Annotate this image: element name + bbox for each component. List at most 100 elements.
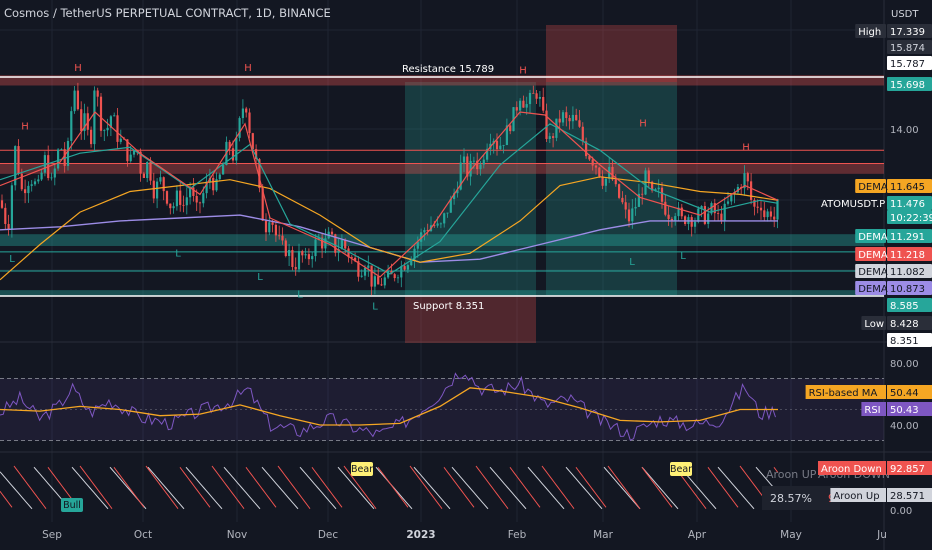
- aroon-up-line: [0, 466, 779, 510]
- candle-body: [601, 176, 604, 186]
- candle-body: [631, 208, 634, 222]
- aroon-label-name: Aroon Up: [833, 491, 879, 502]
- price-tag-value: 17.339: [890, 27, 925, 38]
- candle-body: [60, 149, 63, 150]
- x-axis-tick: Apr: [688, 529, 707, 541]
- pivot-high-marker: H: [742, 142, 750, 153]
- price-tag-label-bg: [855, 179, 886, 193]
- candle-body: [387, 271, 390, 278]
- rsi-ma-line: [0, 387, 778, 426]
- candle-body: [528, 92, 532, 105]
- candle-body: [142, 173, 145, 179]
- candle-body: [228, 141, 231, 149]
- candle-body: [700, 206, 703, 209]
- candle-body: [571, 114, 574, 122]
- price-tag-label: DEMA: [858, 232, 888, 243]
- candle-body: [129, 154, 132, 162]
- candle-body: [456, 189, 459, 194]
- resistance-label: Resistance 15.789: [402, 64, 494, 75]
- price-tag-bg: [887, 24, 932, 38]
- aroon-value: 28.571: [890, 491, 925, 502]
- aroon-value: 92.857: [890, 464, 925, 475]
- candle-body: [558, 118, 561, 123]
- rsi-label-bg: [805, 385, 886, 399]
- candle-body: [248, 112, 251, 134]
- candle-body: [109, 116, 112, 128]
- rsi-value-bg: [887, 402, 932, 416]
- chart-title: Cosmos / TetherUS PERPETUAL CONTRACT, 1D…: [4, 6, 331, 20]
- candle-body: [311, 256, 314, 260]
- candle-body: [7, 223, 10, 230]
- candle-body: [330, 231, 334, 235]
- candle-body: [334, 234, 337, 253]
- candle-body: [509, 125, 512, 132]
- candle-body: [152, 180, 155, 199]
- candle-body: [647, 170, 650, 182]
- candle-body: [261, 188, 264, 221]
- rsi-axis-tick: 40.00: [890, 421, 919, 432]
- candle-body: [561, 112, 565, 123]
- price-tag-label-bg: [855, 229, 886, 243]
- aroon-up-legend-title: Aroon UP: [766, 468, 817, 481]
- candle-body: [175, 190, 178, 207]
- bear-signal-tag: [670, 462, 692, 476]
- candle-body: [377, 276, 380, 285]
- candle-body: [651, 181, 654, 191]
- rsi-value-bg: [887, 385, 932, 399]
- candle-body: [588, 156, 591, 160]
- candle-body: [24, 189, 27, 194]
- candle-body: [50, 177, 53, 179]
- candle-body: [525, 104, 528, 108]
- candle-body: [245, 108, 248, 113]
- candle-body: [690, 217, 693, 227]
- price-tag-label: DEMA: [858, 250, 888, 261]
- x-axis-tick: Sep: [42, 529, 62, 541]
- short-position-loss-zone: [546, 25, 677, 82]
- candle-body: [363, 267, 367, 276]
- candle-body: [720, 213, 723, 222]
- bull-signal-tag: [61, 498, 83, 512]
- candle-body: [568, 117, 571, 122]
- candle-body: [462, 156, 466, 163]
- price-tag-label-bg: [855, 281, 886, 295]
- price-tag-value: 11.218: [890, 250, 925, 261]
- candle-body: [73, 90, 76, 112]
- candle-body: [132, 150, 136, 155]
- rsi-axis-tick: 80.00: [890, 359, 919, 370]
- rsi-value: 50.44: [890, 388, 919, 399]
- price-tag-value: 10:22:39: [890, 213, 932, 224]
- bear-signal-tag: [351, 462, 373, 476]
- candle-body: [96, 90, 99, 97]
- candle-body: [657, 187, 660, 190]
- candle-body: [172, 206, 175, 209]
- candle-body: [555, 118, 558, 138]
- candle-body: [674, 216, 677, 222]
- candle-body: [360, 275, 363, 277]
- candle-body: [321, 237, 324, 249]
- price-tag-bg: [887, 40, 932, 54]
- candle-body: [139, 151, 142, 174]
- candle-body: [37, 179, 40, 182]
- candle-body: [627, 209, 631, 222]
- candle-body: [103, 130, 106, 132]
- candle-body: [205, 181, 208, 194]
- candle-body: [357, 261, 360, 277]
- candle-body: [423, 230, 426, 233]
- candle-body: [750, 181, 753, 200]
- candle-body: [552, 136, 555, 138]
- candle-body: [80, 109, 83, 132]
- candle-body: [99, 96, 103, 131]
- candle-body: [482, 159, 485, 165]
- support-label: Support 8.351: [413, 301, 484, 312]
- candle-body: [33, 181, 37, 185]
- candle-body: [63, 149, 66, 166]
- candle-body: [57, 149, 60, 169]
- x-axis-tick: 2023: [406, 529, 435, 541]
- price-tag-bg: [887, 196, 932, 210]
- candle-body: [594, 165, 598, 168]
- candle-body: [4, 207, 7, 224]
- price-tag-bg: [887, 333, 932, 347]
- candle-body: [297, 251, 301, 270]
- dema-slow-line: [0, 176, 779, 281]
